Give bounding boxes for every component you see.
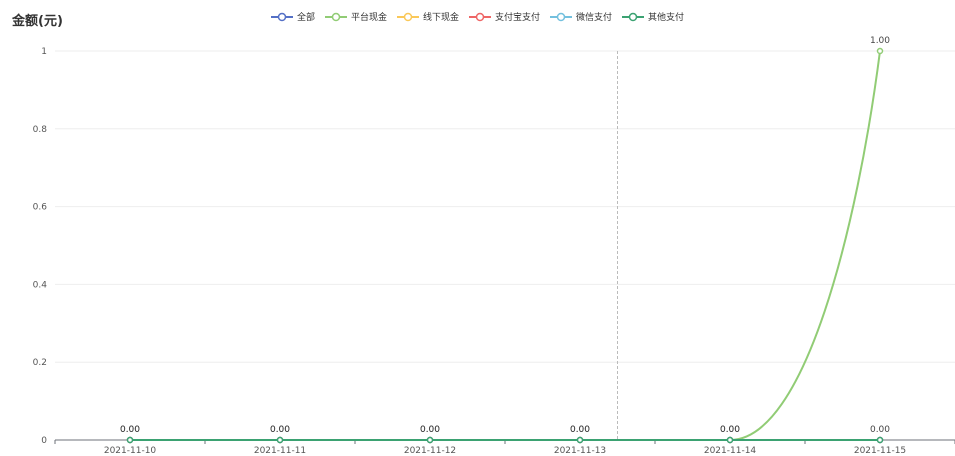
y-tick-label: 0 — [41, 436, 47, 446]
y-tick-label: 0.2 — [33, 358, 47, 368]
legend-label: 平台现金 — [350, 13, 387, 23]
data-label: 0.00 — [720, 425, 740, 435]
x-tick-label: 2021-11-10 — [104, 446, 157, 456]
chart-title: 金额(元) — [12, 14, 63, 29]
legend-label: 线下现金 — [422, 13, 459, 23]
data-label: 0.00 — [570, 425, 590, 435]
legend-item[interactable]: 微信支付 — [550, 10, 612, 23]
legend-swatch — [324, 12, 347, 21]
data-point — [276, 436, 284, 444]
x-tick-label: 2021-11-11 — [254, 446, 306, 456]
legend-swatch — [396, 12, 419, 21]
legend-swatch — [622, 12, 645, 21]
legend-label: 全部 — [296, 13, 315, 23]
data-label: 0.00 — [420, 425, 440, 435]
legend-item[interactable]: 其他支付 — [622, 10, 684, 23]
data-label: 0.00 — [120, 425, 140, 435]
data-label: 0.00 — [270, 425, 290, 435]
data-label: 0.00 — [120, 425, 140, 435]
legend-item[interactable]: 支付宝支付 — [469, 10, 540, 23]
y-tick-label: 0.4 — [33, 280, 48, 290]
legend-label: 微信支付 — [576, 13, 613, 23]
data-label: 0.00 — [270, 425, 290, 435]
data-point — [876, 436, 884, 444]
x-tick-label: 2021-11-15 — [854, 446, 906, 456]
legend-swatch — [550, 12, 573, 21]
series-line — [130, 50, 881, 441]
data-point — [876, 47, 884, 55]
legend-item[interactable]: 全部 — [270, 10, 315, 23]
legend-label: 支付宝支付 — [495, 13, 541, 23]
data-point — [426, 436, 434, 444]
legend: 全部 平台现金 线下现金 支付宝支付 微信支付 其他支付 — [0, 10, 955, 23]
data-label: 0.00 — [570, 425, 590, 435]
data-point — [726, 436, 734, 444]
data-label: 0.00 — [420, 425, 440, 435]
y-tick-label: 0.6 — [33, 203, 48, 213]
legend-item[interactable]: 线下现金 — [396, 10, 459, 23]
y-tick-label: 0.8 — [33, 125, 48, 135]
legend-item[interactable]: 平台现金 — [324, 10, 387, 23]
data-point — [576, 436, 584, 444]
legend-swatch — [270, 12, 293, 21]
y-tick-label: 1 — [41, 47, 47, 57]
data-label: 1.00 — [870, 36, 890, 46]
x-tick-label: 2021-11-12 — [404, 446, 456, 456]
data-label: 0.00 — [870, 425, 890, 435]
data-label: 0.00 — [720, 425, 740, 435]
legend-swatch — [469, 12, 491, 21]
data-point — [126, 436, 134, 444]
legend-label: 其他支付 — [648, 13, 685, 23]
x-tick-label: 2021-11-14 — [704, 446, 757, 456]
x-tick-label: 2021-11-13 — [554, 446, 606, 456]
